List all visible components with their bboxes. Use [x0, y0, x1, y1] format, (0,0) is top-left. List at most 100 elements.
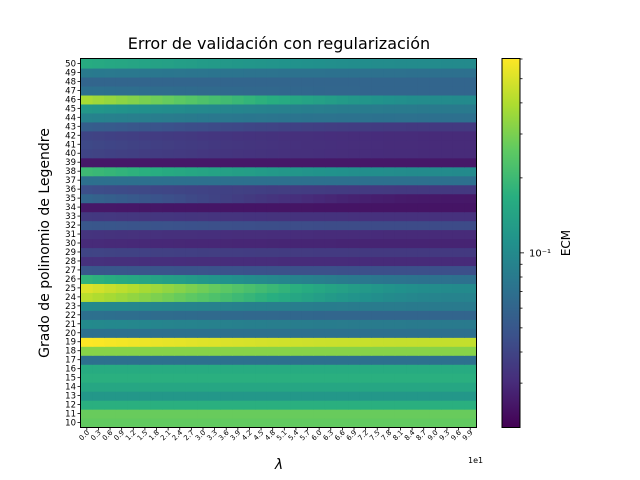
heatmap-cell: [452, 121, 465, 132]
y-axis-label: Grado de polinomio de Legendre: [37, 128, 53, 358]
heatmap-cell: [348, 193, 361, 204]
heatmap-cell: [81, 193, 94, 204]
heatmap-cell: [313, 166, 326, 177]
heatmap-cell: [429, 337, 442, 347]
heatmap-cell: [115, 103, 129, 114]
heatmap-cell: [220, 121, 233, 132]
heatmap-cell: [162, 85, 175, 96]
heatmap-cell: [150, 292, 163, 302]
heatmap-cell: [197, 292, 210, 302]
heatmap-cell: [92, 328, 105, 338]
heatmap-cell: [441, 121, 454, 132]
heatmap-cell: [464, 292, 477, 302]
heatmap-cell: [92, 265, 105, 276]
heatmap-cell: [139, 130, 152, 141]
heatmap-cell: [313, 202, 326, 213]
heatmap-cell: [371, 157, 384, 168]
heatmap-cell: [162, 193, 175, 204]
heatmap-cell: [359, 139, 373, 150]
heatmap-cell: [208, 175, 222, 186]
heatmap-cell: [278, 166, 291, 177]
heatmap-cell: [290, 139, 303, 150]
heatmap-cell: [406, 382, 419, 392]
heatmap-cell: [417, 382, 431, 392]
heatmap-cell: [243, 193, 256, 204]
y-tick-label: 23: [65, 302, 76, 312]
heatmap-cell: [115, 283, 129, 293]
heatmap-cell: [255, 355, 268, 365]
heatmap-cell: [127, 112, 140, 123]
heatmap-cell: [441, 265, 454, 276]
heatmap-cell: [301, 238, 314, 249]
heatmap-cell: [185, 59, 198, 69]
heatmap-cell: [278, 130, 291, 141]
heatmap-cell: [266, 202, 280, 213]
heatmap-cell: [81, 121, 94, 132]
heatmap-cell: [290, 94, 303, 105]
heatmap-cell: [359, 220, 373, 231]
heatmap-cell: [464, 418, 477, 428]
heatmap-cell: [348, 121, 361, 132]
heatmap-cell: [371, 175, 384, 186]
heatmap-cell: [220, 67, 233, 78]
heatmap-cell: [359, 274, 373, 284]
heatmap-cell: [220, 346, 233, 356]
heatmap-cell: [266, 256, 280, 267]
heatmap-cell: [208, 373, 222, 383]
y-tick-label: 13: [65, 392, 76, 402]
heatmap-cell: [406, 202, 419, 213]
heatmap-cell: [359, 130, 373, 141]
heatmap-cell: [383, 418, 396, 428]
heatmap-cell: [208, 274, 222, 284]
heatmap-cell: [115, 85, 129, 96]
heatmap-cell: [313, 94, 326, 105]
heatmap-cell: [441, 355, 454, 365]
heatmap-cell: [336, 166, 349, 177]
heatmap-cell: [452, 301, 465, 311]
heatmap-cell: [150, 202, 163, 213]
heatmap-cell: [232, 211, 245, 222]
heatmap-cell: [464, 220, 477, 231]
heatmap-cell: [173, 355, 187, 365]
heatmap-cell: [255, 121, 268, 132]
heatmap-cell: [220, 301, 233, 311]
heatmap-cell: [243, 112, 256, 123]
heatmap-cell: [255, 310, 268, 320]
heatmap-cell: [301, 76, 314, 87]
heatmap-cell: [324, 157, 338, 168]
heatmap-cell: [324, 355, 338, 365]
heatmap-cell: [162, 346, 175, 356]
heatmap-cell: [162, 310, 175, 320]
heatmap-cell: [359, 400, 373, 410]
heatmap-cell: [371, 193, 384, 204]
heatmap-cell: [278, 67, 291, 78]
heatmap-cell: [208, 202, 222, 213]
heatmap-cell: [406, 130, 419, 141]
heatmap-cell: [115, 256, 129, 267]
heatmap-cell: [429, 283, 442, 293]
heatmap-cell: [452, 139, 465, 150]
heatmap-cell: [162, 301, 175, 311]
heatmap-cell: [220, 265, 233, 276]
heatmap-cell: [464, 355, 477, 365]
heatmap-cell: [115, 337, 129, 347]
heatmap-cell: [173, 373, 187, 383]
heatmap-cell: [255, 292, 268, 302]
heatmap-cell: [104, 346, 117, 356]
heatmap-cell: [162, 67, 175, 78]
heatmap-cell: [383, 85, 396, 96]
heatmap-cell: [278, 382, 291, 392]
heatmap-cell: [115, 274, 129, 284]
heatmap-cell: [150, 175, 163, 186]
heatmap-cell: [162, 157, 175, 168]
heatmap-cell: [139, 265, 152, 276]
heatmap-cell: [394, 400, 407, 410]
y-tick-label: 27: [65, 266, 76, 276]
heatmap-cell: [208, 59, 222, 69]
heatmap-cell: [324, 202, 338, 213]
heatmap-cell: [324, 409, 338, 419]
heatmap-cell: [115, 292, 129, 302]
heatmap-cell: [139, 310, 152, 320]
heatmap-cell: [324, 67, 338, 78]
heatmap-cell: [104, 130, 117, 141]
